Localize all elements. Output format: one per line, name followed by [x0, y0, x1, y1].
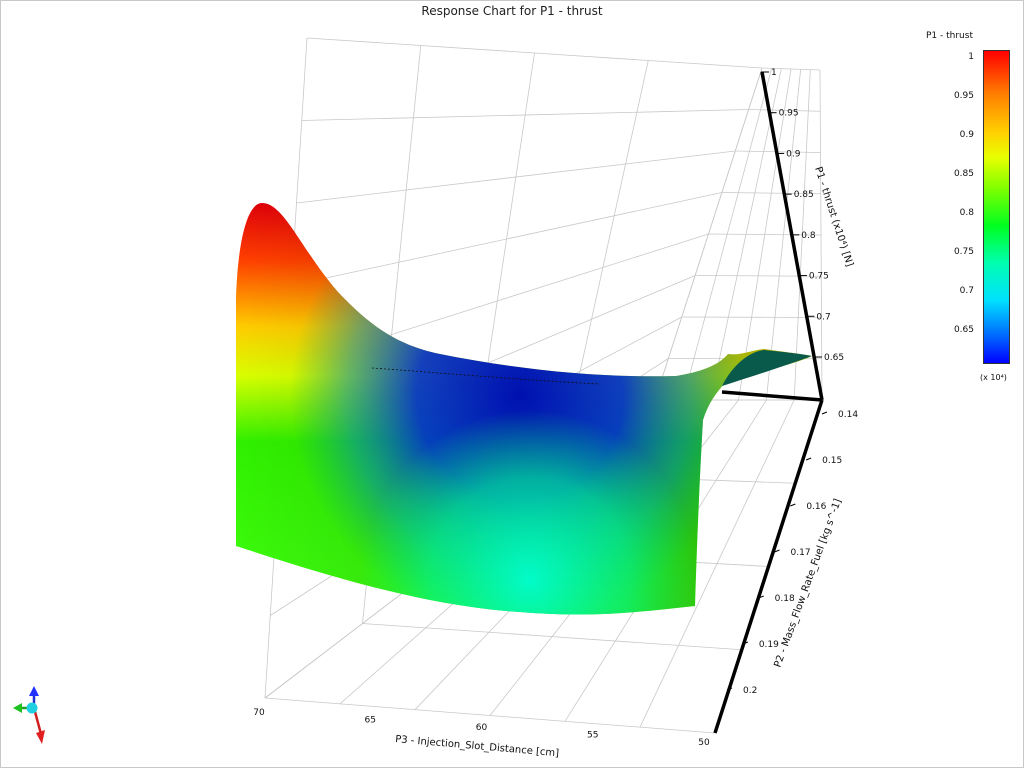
- y-tick-label: 0.18: [775, 594, 795, 604]
- y-tick-label: 0.2: [743, 686, 757, 696]
- z-tick-label: 0.85: [794, 190, 814, 200]
- y-tick-label: 0.15: [822, 456, 842, 466]
- x-tick-label: 55: [587, 731, 598, 741]
- colorbar-tick-label: 0.8: [959, 207, 974, 218]
- y-tick-label: 0.14: [838, 410, 858, 420]
- colorbar-tick-label: 0.95: [953, 90, 974, 101]
- axis-triad-icon[interactable]: [10, 686, 60, 746]
- colorbar: [983, 50, 1010, 364]
- chart-title: Response Chart for P1 - thrust: [421, 4, 603, 18]
- z-tick-label: 0.9: [786, 149, 801, 159]
- colorbar-tick-label: 0.65: [953, 324, 974, 335]
- colorbar-tick-label: 0.7: [959, 285, 974, 296]
- tick-labels: 0.65 0.7 0.75 0.8 0.85 0.9 0.95 1 0.14 0.15 0.16 0.…: [253, 68, 858, 748]
- z-tick-label: 0.7: [816, 312, 830, 322]
- colorbar-tick-label: 1: [968, 51, 974, 62]
- response-surface: [236, 203, 812, 615]
- colorbar-tick-label: 0.9: [959, 129, 974, 140]
- z-tick-label: 1: [771, 68, 777, 78]
- x-axis-label: P3 - Injection_Slot_Distance [cm]: [395, 734, 560, 759]
- x-tick-label: 50: [698, 738, 710, 748]
- axis-lines: [713, 71, 824, 734]
- z-axis-label: P1 - thrust (x10⁴) [N]: [812, 166, 855, 269]
- z-tick-label: 0.75: [809, 272, 829, 282]
- z-tick-label: 0.8: [801, 231, 816, 241]
- y-tick-label: 0.19: [759, 640, 779, 650]
- colorbar-unit: (x 10⁴): [980, 373, 1007, 382]
- x-tick-label: 65: [365, 716, 376, 726]
- y-tick-label: 0.17: [791, 548, 811, 558]
- z-tick-label: 0.65: [824, 353, 844, 363]
- colorbar-tick-label: 0.75: [953, 246, 974, 257]
- z-tick-label: 0.95: [779, 109, 799, 119]
- colorbar-tick-label: 0.85: [953, 168, 974, 179]
- x-tick-label: 70: [253, 708, 265, 718]
- y-tick-label: 0.16: [806, 502, 826, 512]
- x-tick-label: 60: [476, 723, 488, 733]
- colorbar-title: P1 - thrust: [926, 31, 973, 41]
